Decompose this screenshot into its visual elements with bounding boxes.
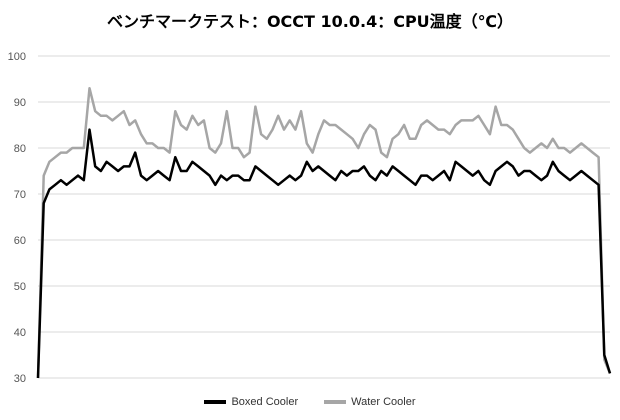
legend-swatch-boxed-cooler (204, 400, 227, 404)
y-tick-label: 40 (14, 327, 26, 339)
y-tick-label: 90 (14, 97, 26, 109)
legend-label-water-cooler: Water Cooler (351, 396, 416, 408)
legend: Boxed Cooler Water Cooler (0, 396, 620, 408)
gridlines (38, 55, 610, 379)
y-axis-ticks: 100 90 80 70 60 50 40 30 (8, 51, 26, 385)
y-tick-label: 70 (14, 189, 26, 201)
y-tick-label: 100 (8, 51, 26, 63)
y-tick-label: 60 (14, 235, 26, 247)
y-tick-label: 30 (14, 373, 26, 385)
legend-item-water-cooler: Water Cooler (324, 396, 416, 408)
series-line-boxed-cooler (36, 128, 612, 379)
series-line-water-cooler (36, 86, 612, 379)
legend-item-boxed-cooler: Boxed Cooler (204, 396, 298, 408)
y-tick-label: 50 (14, 281, 26, 293)
y-tick-label: 80 (14, 143, 26, 155)
chart-title: ベンチマークテスト：OCCT 10.0.4：CPU温度（℃） (106, 12, 514, 31)
series-lines (36, 86, 612, 379)
legend-swatch-water-cooler (324, 400, 347, 404)
legend-label-boxed-cooler: Boxed Cooler (231, 396, 299, 408)
